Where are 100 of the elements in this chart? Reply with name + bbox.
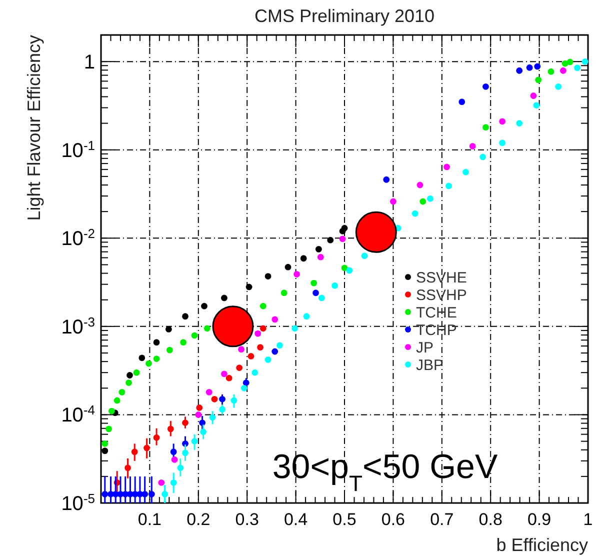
point: [240, 384, 248, 392]
point: [219, 406, 226, 413]
point: [133, 369, 140, 376]
point: [246, 284, 252, 290]
point: [142, 490, 148, 498]
point: [219, 396, 226, 402]
point: [516, 120, 523, 126]
point: [200, 428, 206, 436]
point: [124, 464, 131, 472]
point: [236, 364, 243, 371]
point: [242, 380, 250, 386]
point: [303, 313, 310, 320]
point: [280, 290, 288, 296]
x-tick-label: 0.6: [381, 510, 406, 529]
point: [221, 294, 228, 302]
point: [182, 313, 188, 320]
point: [458, 98, 466, 106]
point: [106, 426, 112, 432]
point: [195, 412, 202, 418]
point: [162, 490, 168, 498]
point: [102, 490, 108, 498]
point: [260, 302, 266, 310]
point: [171, 456, 178, 463]
point: [182, 420, 188, 426]
point: [260, 325, 266, 332]
point: [126, 372, 133, 378]
legend-label: TCHP: [416, 322, 457, 339]
point: [444, 164, 450, 170]
point: [530, 92, 537, 99]
point: [191, 438, 198, 444]
y-tick-label: 10$^{-5}$: [61, 490, 95, 515]
x-tick-label: 0.4: [284, 510, 308, 529]
point: [177, 464, 184, 472]
point: [526, 64, 533, 71]
y-tick-label: 10$^{-2}$: [61, 226, 95, 250]
x-tick-label: 0.9: [527, 510, 552, 529]
point: [548, 68, 554, 75]
point: [499, 118, 506, 125]
point: [534, 63, 541, 70]
point: [284, 264, 292, 270]
point: [383, 176, 390, 183]
chart-title: CMS Preliminary 2010: [254, 6, 435, 26]
point: [238, 346, 244, 353]
point: [206, 388, 212, 396]
point: [535, 76, 542, 84]
point: [272, 348, 278, 355]
point: [191, 332, 198, 339]
point: [199, 420, 206, 426]
point: [211, 396, 218, 402]
x-tick-label: 0.3: [235, 510, 259, 529]
legend-label: JBP: [416, 357, 444, 374]
point: [167, 426, 174, 432]
point: [131, 448, 138, 456]
point: [482, 124, 489, 131]
point: [533, 102, 540, 108]
point: [221, 370, 228, 378]
point: [318, 294, 325, 302]
point: [499, 140, 506, 146]
legend-label: SSVHP: [416, 287, 467, 304]
x-tick-label: 0.8: [478, 510, 502, 529]
point: [138, 354, 146, 362]
point: [166, 346, 173, 354]
x-axis-title: b Efficiency: [496, 535, 588, 555]
point: [102, 440, 108, 447]
x-tick-label: 0.2: [186, 510, 210, 529]
point: [446, 182, 452, 190]
y-tick-label: 10$^{-4}$: [61, 402, 95, 427]
point: [153, 434, 160, 441]
point: [292, 325, 298, 332]
point: [252, 369, 258, 376]
annotation: 30<p$_{T}$<50 GeV: [272, 448, 498, 496]
point: [254, 330, 262, 337]
point: [341, 224, 348, 232]
point: [264, 356, 272, 363]
point: [294, 271, 300, 278]
point: [582, 58, 588, 65]
point: [264, 273, 272, 280]
point: [469, 143, 476, 150]
point: [332, 282, 338, 289]
point: [153, 339, 160, 346]
point: [276, 342, 283, 349]
x-tick-label: 0.7: [430, 510, 454, 529]
point: [427, 195, 434, 202]
y-tick-label: 10$^{-1}$: [61, 137, 95, 162]
point: [462, 168, 469, 176]
point: [153, 356, 160, 362]
y-axis-title: Light Flavour Efficiency: [24, 35, 44, 221]
point: [416, 182, 424, 188]
point: [412, 210, 418, 217]
point: [201, 302, 208, 310]
point: [182, 450, 188, 456]
point: [341, 264, 348, 272]
y-tick-label: 1: [84, 52, 95, 74]
point: [390, 198, 396, 205]
point: [300, 255, 307, 262]
point: [108, 408, 115, 414]
legend-label: SSVHE: [416, 270, 467, 286]
point: [560, 67, 566, 74]
legend-label: TCHE: [416, 304, 457, 322]
point: [230, 397, 238, 404]
